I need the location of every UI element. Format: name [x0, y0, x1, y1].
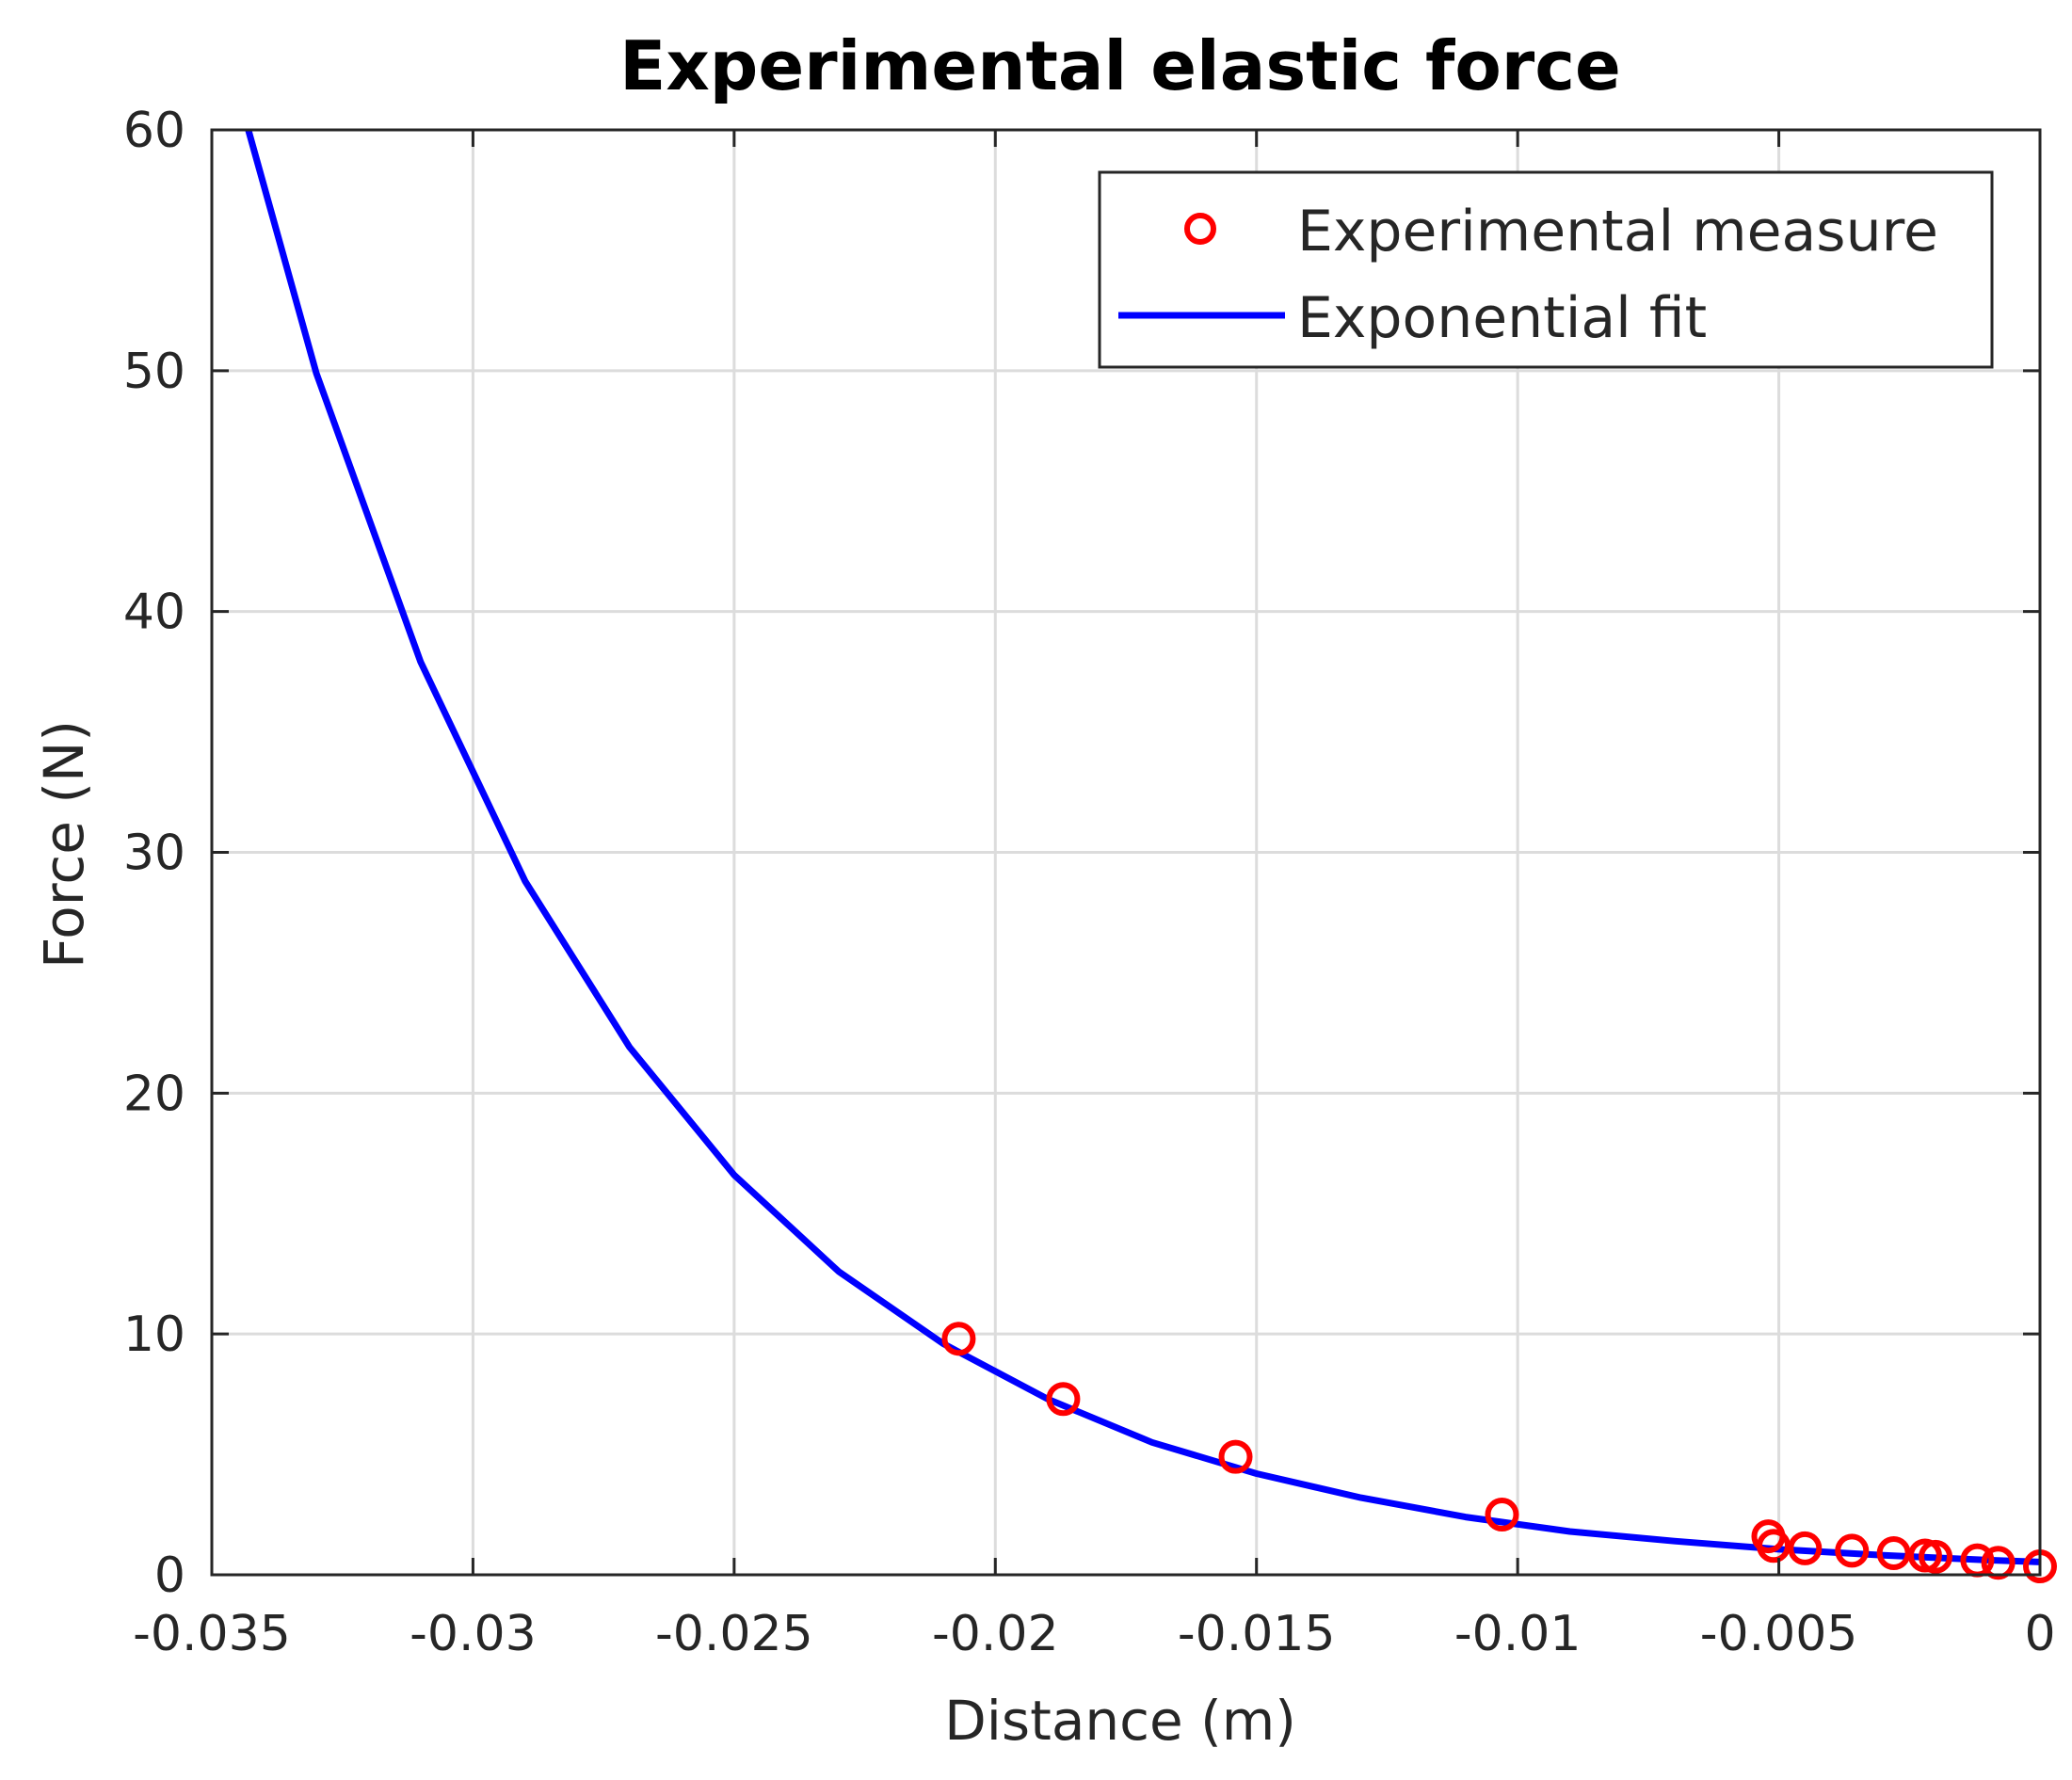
experimental-point [1485, 1498, 1519, 1532]
chart-title: Experimental elastic force [619, 26, 1621, 105]
x-tick-label: -0.015 [1178, 1606, 1336, 1662]
ticks [210, 128, 2042, 1577]
x-axis-label: Distance (m) [944, 1689, 1296, 1753]
legend-label-experimental-measure: Experimental measure [1297, 199, 1938, 265]
y-tick-label: 20 [123, 1066, 185, 1122]
tick-labels: -0.035 -0.03 -0.025 -0.02 -0.015 -0.01 -0.005 0… [123, 103, 2056, 1662]
x-tick-label: -0.01 [1454, 1606, 1582, 1662]
legend-label-exponential-fit: Exponential fit [1297, 285, 1707, 351]
x-tick-label: -0.02 [932, 1606, 1059, 1662]
x-tick-label: -0.005 [1700, 1606, 1858, 1662]
experimental-point [941, 1322, 976, 1356]
y-axis-label: Force (N) [32, 720, 96, 969]
legend-marker-experimental-measure [1184, 213, 1216, 245]
x-tick-label: -0.025 [655, 1606, 813, 1662]
y-tick-label: 10 [123, 1307, 185, 1363]
experimental-point [1218, 1439, 1253, 1474]
x-tick-label: 0 [2024, 1606, 2055, 1662]
y-tick-label: 50 [123, 344, 185, 400]
y-tick-label: 30 [123, 826, 185, 882]
y-tick-label: 60 [123, 103, 185, 159]
x-tick-label: -0.035 [133, 1606, 291, 1662]
experimental-point [1046, 1382, 1081, 1417]
experimental-point [1788, 1531, 1823, 1565]
experimental-point [1919, 1539, 1953, 1574]
experimental-point [1876, 1535, 1911, 1570]
experimental-point [1757, 1529, 1791, 1564]
legend-box [1098, 170, 1994, 369]
y-tick-label: 40 [123, 585, 185, 641]
x-tick-label: -0.03 [410, 1606, 537, 1662]
experimental-point [1981, 1546, 2016, 1580]
experimental-point [1835, 1533, 1870, 1568]
legend: Experimental measure Exponential fit [1098, 170, 1994, 369]
y-tick-label: 0 [154, 1547, 185, 1604]
